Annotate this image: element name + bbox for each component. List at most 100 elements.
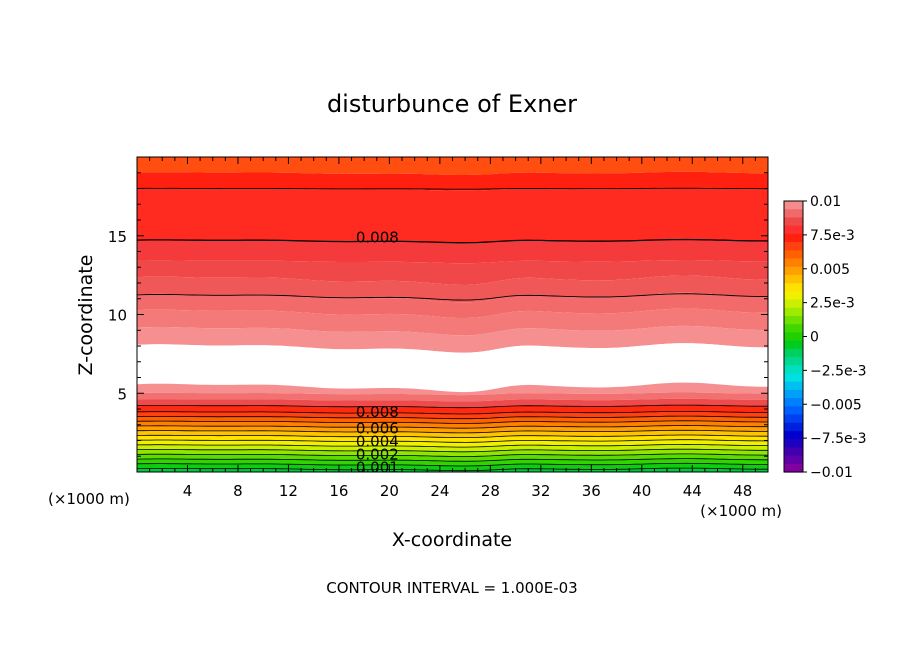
contour-band [137, 325, 768, 353]
colorbar-swatch [784, 201, 803, 210]
colorbar-tick-label: 0.005 [810, 262, 850, 278]
colorbar-swatch [784, 250, 803, 260]
x-tick-label: 12 [279, 482, 298, 500]
colorbar-swatch [784, 242, 803, 251]
contour-band [137, 343, 768, 393]
colorbar-tick-label: −2.5e-3 [810, 363, 867, 379]
contour-line [137, 458, 768, 462]
colorbar-swatch [784, 348, 803, 358]
colorbar-swatch [784, 398, 803, 407]
contour-line [137, 429, 768, 434]
colorbar-swatch [784, 373, 803, 383]
y-tick-label: 10 [108, 307, 127, 325]
x-tick-label: 8 [233, 482, 243, 500]
colorbar-swatch [784, 324, 803, 333]
x-tick-label: 28 [481, 482, 500, 500]
contour-line [137, 420, 768, 424]
contour-line [137, 434, 768, 438]
contour-label: 0.008 [356, 228, 399, 246]
contour-band [137, 171, 768, 191]
x-tick-label: 36 [582, 482, 601, 500]
x-tick-label: 40 [632, 482, 651, 500]
colorbar-tick-label: 0 [810, 330, 819, 346]
contour-line [137, 462, 768, 467]
colorbar-swatch [784, 447, 803, 457]
colorbar-swatch [784, 439, 803, 448]
contour-band [137, 239, 768, 264]
contour-band [137, 292, 768, 318]
colorbar-tick-label: −0.01 [810, 465, 853, 481]
colorbar-swatch [784, 266, 803, 276]
colorbar-swatch [784, 291, 803, 301]
y-axis-label: Z-coordinate [75, 255, 97, 376]
colorbar-swatch [784, 340, 803, 350]
contour-line [137, 425, 768, 429]
contour-line [137, 448, 768, 453]
contour-band [137, 405, 768, 414]
colorbar-tick-label: 7.5e-3 [810, 228, 855, 244]
x-tick-label: 20 [380, 482, 399, 500]
colorbar-swatch [784, 389, 803, 399]
contour-line [137, 453, 768, 457]
colorbar: 0.01 7.5e-3 0.005 2.5e-3 0 −2.5e-3 −0.005 −7.5e… [783, 194, 867, 481]
contour-line [137, 439, 768, 443]
contour-band [137, 308, 768, 336]
colorbar-swatch [784, 307, 803, 317]
colorbar-swatch [784, 233, 803, 243]
contour-label: 0.001 [356, 458, 399, 476]
y-tick-label: 5 [117, 385, 127, 403]
colorbar-swatch [784, 406, 803, 416]
colorbar-swatch [784, 430, 803, 440]
colorbar-swatch [784, 422, 803, 432]
colorbar-swatch [784, 365, 803, 375]
x-tick-label: 24 [430, 482, 449, 500]
colorbar-swatch [784, 283, 803, 292]
contour-band [137, 260, 768, 285]
contour-label: 0.004 [356, 432, 399, 450]
colorbar-tick-label: −0.005 [810, 397, 862, 413]
colorbar-swatch [784, 332, 803, 342]
colorbar-swatch [784, 414, 803, 424]
x-axis-unit-right: (×1000 m) [700, 502, 782, 520]
colorbar-swatch [784, 217, 803, 227]
colorbar-swatch [784, 357, 803, 366]
x-axis-unit-left: (×1000 m) [48, 490, 130, 508]
colorbar-tick-label: −7.5e-3 [810, 431, 867, 447]
colorbar-swatch [784, 299, 803, 309]
contour-band [137, 398, 768, 408]
x-tick-label: 4 [183, 482, 193, 500]
colorbar-swatch [784, 315, 803, 325]
contour-label: 0.006 [356, 420, 399, 438]
contour-band [137, 187, 768, 243]
contour-band [137, 392, 768, 402]
contour-line [137, 411, 768, 415]
contour-line [137, 293, 768, 301]
colorbar-tick-label: 0.01 [810, 194, 841, 210]
colorbar-swatch [784, 463, 803, 473]
colorbar-swatch [784, 258, 803, 268]
y-tick-label: 15 [108, 228, 127, 246]
contour-line [137, 187, 768, 190]
contour-line [137, 404, 768, 409]
colorbar-swatch [784, 225, 803, 235]
contour-label: 0.002 [356, 446, 399, 464]
contour-line [137, 238, 768, 244]
x-tick-label: 32 [531, 482, 550, 500]
colorbar-swatch [784, 274, 803, 284]
x-tick-label: 16 [329, 482, 348, 500]
colorbar-tick-label: 2.5e-3 [810, 296, 855, 312]
colorbar-swatch [784, 209, 803, 219]
colorbar-swatch [784, 455, 803, 465]
contour-band [137, 157, 768, 175]
x-tick-label: 44 [683, 482, 702, 500]
contour-line [137, 443, 768, 448]
contour-label: 0.008 [356, 403, 399, 421]
x-tick-label: 48 [733, 482, 752, 500]
contour-line [137, 415, 768, 420]
contour-interval-note: CONTOUR INTERVAL = 1.000E-03 [326, 579, 577, 597]
contour-band [137, 382, 768, 396]
